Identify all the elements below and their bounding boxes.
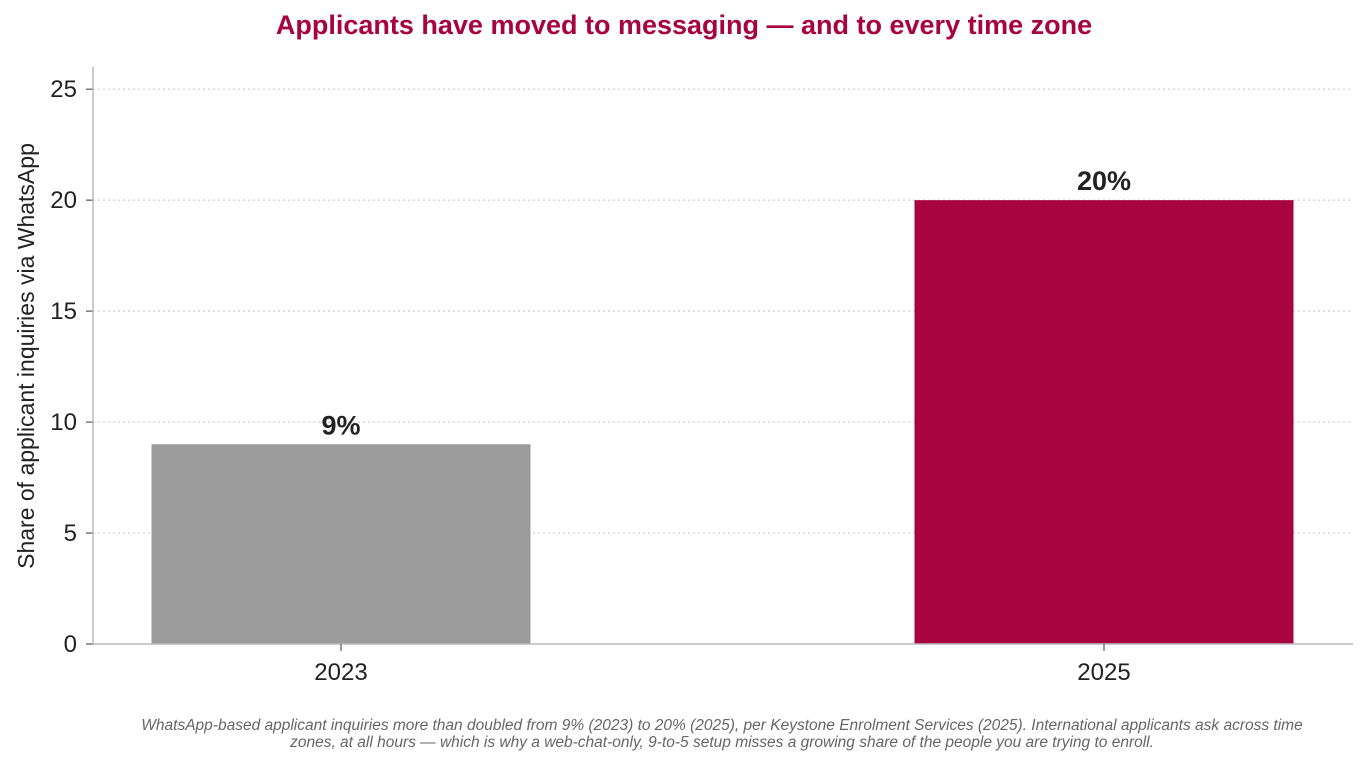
bar-2023: [151, 444, 531, 644]
data-label-2025: 20%: [1077, 166, 1131, 196]
axes: [86, 67, 1353, 651]
x-tick-label-2023: 2023: [314, 659, 367, 686]
bar-2025: [914, 200, 1294, 644]
chart-title: Applicants have moved to messaging — and…: [275, 10, 1093, 40]
bars: [151, 200, 1294, 644]
data-label-2023: 9%: [321, 410, 360, 440]
y-tick-label: 10: [50, 409, 77, 436]
y-tick-label: 0: [64, 631, 77, 658]
chart-caption: WhatsApp-based applicant inquiries more …: [141, 717, 1303, 751]
y-tick-label: 20: [50, 187, 77, 214]
y-tick-label: 25: [50, 76, 77, 103]
y-axis-label: Share of applicant inquiries via WhatsAp…: [13, 143, 39, 569]
y-tick-label: 5: [64, 520, 77, 547]
y-tick-label: 15: [50, 298, 77, 325]
x-tick-label-2025: 2025: [1077, 659, 1130, 686]
